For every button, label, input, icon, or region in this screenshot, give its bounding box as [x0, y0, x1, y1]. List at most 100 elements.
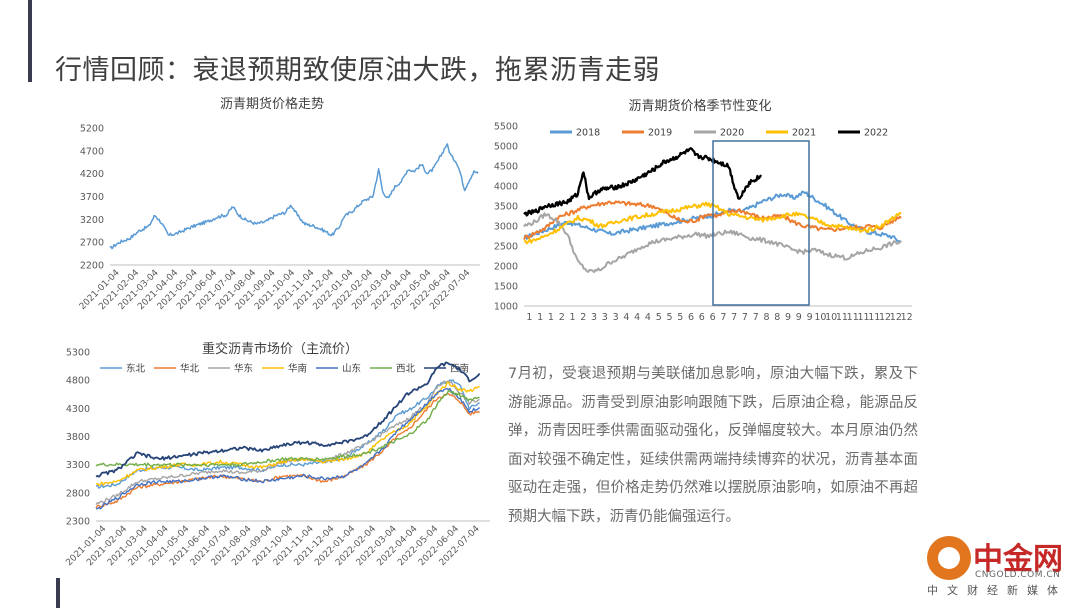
- logo-name: 中金网: [973, 542, 1063, 577]
- y-tick-label: 5300: [66, 348, 90, 359]
- footer-accent-bar: [56, 578, 60, 608]
- x-tick-label: 5: [666, 312, 672, 323]
- x-tick-label: 3: [613, 312, 619, 323]
- x-tick-label: 2: [559, 312, 565, 323]
- chart3-title: 重交沥青市场价（主流价）: [202, 341, 358, 357]
- series-line-华南: [95, 381, 480, 487]
- y-tick-label: 5500: [494, 122, 518, 133]
- logo-subtitle: 中文财经新媒体: [927, 584, 1067, 597]
- y-tick-label: 3200: [80, 215, 104, 226]
- y-tick-label: 2700: [80, 238, 104, 249]
- x-tick-label: 11: [857, 312, 869, 323]
- y-tick-label: 2500: [494, 242, 518, 253]
- page-title: 行情回顾：衰退预期致使原油大跌，拖累沥青走弱: [55, 55, 660, 86]
- x-tick-label: 8: [774, 312, 780, 323]
- legend-label: 2022: [864, 128, 888, 139]
- x-tick-label: 12: [901, 312, 913, 323]
- chart3-series: [95, 361, 481, 510]
- y-tick-label: 1000: [494, 302, 518, 313]
- x-tick-label: 11: [868, 312, 880, 323]
- legend-label: 华东: [234, 363, 253, 375]
- y-tick-label: 4500: [494, 162, 518, 173]
- y-tick-label: 3300: [66, 460, 90, 471]
- chart1-y-ticks: 2200 2700 3200 3700 4200 4700 5200: [80, 124, 104, 272]
- x-tick-label: 5: [656, 312, 662, 323]
- x-tick-label: 4: [645, 312, 651, 323]
- chart2-x-ticks: 1 1 1 2 1 2 3 3 3 4 4 4 5 5 5 6 6 6 7 7 7 7 8 8 9 9 9 1010111111111…: [524, 305, 913, 323]
- x-tick-label: 10: [825, 312, 837, 323]
- y-tick-label: 2800: [66, 488, 90, 499]
- legend-label: 2020: [720, 128, 744, 139]
- series-line-西北: [95, 389, 480, 467]
- chart1-title: 沥青期货价格走势: [220, 96, 324, 112]
- chart2-y-ticks: 1000 1500 2000 2500 3000 3500 4000 4500 5000 5500: [494, 122, 518, 313]
- legend-label: 华南: [288, 363, 307, 375]
- legend-label: 2018: [576, 128, 600, 139]
- chart3-legend: 东北 华北 华东 华南 山东 西北 西南: [100, 363, 469, 375]
- x-tick-label: 3: [602, 312, 608, 323]
- x-tick-label: 8: [763, 312, 769, 323]
- y-tick-label: 4700: [80, 146, 104, 157]
- y-tick-label: 5200: [80, 124, 104, 135]
- chart3-y-ticks: 2300 2800 3300 3800 4300 4800 5300: [66, 348, 90, 528]
- legend-label: 山东: [342, 363, 361, 375]
- logo-mark-icon: [927, 536, 971, 580]
- y-tick-label: 4300: [66, 404, 90, 415]
- x-tick-label: 11: [836, 312, 848, 323]
- market-review-paragraph: 7月初，受衰退预期与美联储加息影响，原油大幅下跌，累及下游能源品。沥青受到原油影…: [508, 366, 918, 525]
- chart3-x-ticks: 2021-01-042021-02-042021-03-042021-04-04…: [64, 520, 490, 568]
- legend-label: 东北: [126, 363, 146, 375]
- y-tick-label: 3800: [66, 432, 90, 443]
- legend-label: 2021: [792, 128, 816, 139]
- legend-label: 2019: [648, 128, 672, 139]
- x-tick-label: 6: [688, 312, 694, 323]
- market-price-chart: 重交沥青市场价（主流价） 东北 华北 华东 华南 山东 西北 西南 230028003300…: [64, 341, 490, 568]
- x-tick-label: 1: [526, 312, 532, 323]
- x-tick-label: 3: [591, 312, 597, 323]
- y-tick-label: 5000: [494, 142, 518, 153]
- series-line-东北: [95, 379, 480, 489]
- series-line-西南: [95, 361, 481, 478]
- chart1-x-ticks: 2021-01-042021-02-042021-03-042021-04-04…: [78, 264, 480, 312]
- x-tick-label: 2: [580, 312, 586, 323]
- y-tick-label: 3700: [80, 192, 104, 203]
- y-tick-label: 4000: [494, 182, 518, 193]
- series-line-华东: [95, 380, 480, 506]
- series-line-2022: [523, 147, 763, 217]
- x-tick-label: 6: [710, 312, 716, 323]
- x-tick-label: 10: [814, 312, 826, 323]
- x-tick-label: 11: [847, 312, 859, 323]
- x-tick-label: 7: [720, 312, 726, 323]
- title-accent-bar: [28, 0, 32, 82]
- chart1-series: [109, 143, 479, 250]
- x-tick-label: 12: [879, 312, 891, 323]
- x-tick-label: 7: [753, 312, 759, 323]
- x-tick-label: 9: [785, 312, 791, 323]
- series-line-0: [109, 143, 479, 250]
- x-tick-label: 6: [699, 312, 705, 323]
- x-tick-label: 4: [634, 312, 640, 323]
- y-tick-label: 3500: [494, 202, 518, 213]
- y-tick-label: 4800: [66, 376, 90, 387]
- chart2-highlight-box: [712, 140, 810, 306]
- cngold-logo: 中金网 CNGOLD.COM.CN 中文财经新媒体: [905, 530, 1075, 606]
- y-tick-label: 2200: [80, 261, 104, 272]
- x-tick-label: 1: [569, 312, 575, 323]
- legend-label: 西北: [396, 364, 416, 375]
- seasonal-price-chart: 沥青期货价格季节性变化 2018 2019 2020 2021 2022 1000150…: [494, 98, 913, 323]
- x-tick-label: 4: [623, 312, 629, 323]
- y-tick-label: 1500: [494, 282, 518, 293]
- y-tick-label: 3000: [494, 222, 518, 233]
- x-tick-label: 5: [677, 312, 683, 323]
- x-tick-label: 9: [796, 312, 802, 323]
- x-tick-label: 9: [807, 312, 813, 323]
- chart2-legend: 2018 2019 2020 2021 2022: [550, 128, 888, 139]
- y-tick-label: 2000: [494, 262, 518, 273]
- x-tick-label: 7: [742, 312, 748, 323]
- y-tick-label: 4200: [80, 169, 104, 180]
- x-tick-label: 1: [537, 312, 543, 323]
- x-tick-label: 1: [548, 312, 554, 323]
- x-tick-label: 7: [731, 312, 737, 323]
- chart2-title: 沥青期货价格季节性变化: [628, 98, 771, 114]
- legend-label: 华北: [180, 363, 200, 375]
